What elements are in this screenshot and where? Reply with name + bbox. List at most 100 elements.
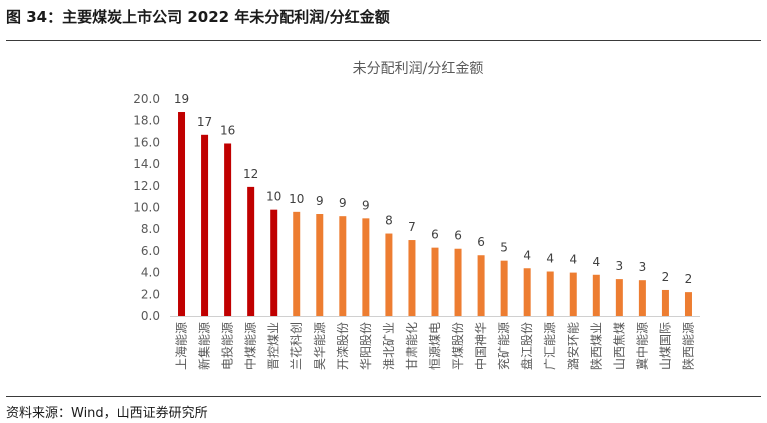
x-tick-label: 兰花科创 xyxy=(289,322,304,370)
data-label: 10 xyxy=(289,192,304,206)
svg-text:陕西能源: 陕西能源 xyxy=(680,322,695,370)
bar xyxy=(477,255,485,316)
data-label: 12 xyxy=(243,167,258,181)
bar xyxy=(178,112,186,317)
bar xyxy=(339,216,347,316)
y-tick-label: 4.0 xyxy=(141,266,160,280)
svg-text:中国神华: 中国神华 xyxy=(473,322,488,370)
svg-text:上海能源: 上海能源 xyxy=(174,322,189,370)
bar xyxy=(546,271,554,316)
svg-text:电投能源: 电投能源 xyxy=(220,322,235,370)
bar xyxy=(408,240,416,316)
x-tick-label: 昊华能源 xyxy=(313,322,327,370)
data-label: 16 xyxy=(220,123,235,137)
svg-text:平煤股份: 平煤股份 xyxy=(451,322,465,370)
data-label: 7 xyxy=(408,220,416,234)
svg-text:中煤能源: 中煤能源 xyxy=(243,322,258,370)
data-label: 4 xyxy=(523,248,531,262)
data-label: 2 xyxy=(662,270,670,284)
bar xyxy=(454,248,462,316)
figure-title: 图 34：主要煤炭上市公司 2022 年未分配利润/分红金额 xyxy=(6,8,390,26)
bars: 19 17 16 12 10 10 9 9 9 8 7 6 6 6 5 4 4 4 4 3 3 2 2 xyxy=(174,92,693,317)
bar xyxy=(684,292,692,316)
data-label: 3 xyxy=(616,259,624,273)
y-tick-label: 0.0 xyxy=(141,309,160,323)
svg-text:兰花科创: 兰花科创 xyxy=(289,322,304,370)
bar xyxy=(362,218,370,316)
x-tick-label: 盘江股份 xyxy=(519,322,534,370)
data-label: 17 xyxy=(197,115,212,129)
data-label: 4 xyxy=(546,252,554,266)
data-label: 3 xyxy=(639,260,647,274)
top-rule xyxy=(6,40,761,41)
bar xyxy=(270,209,278,316)
data-label: 6 xyxy=(477,235,485,249)
y-tick-label: 16.0 xyxy=(133,135,160,149)
x-tick-label: 甘肃能化 xyxy=(405,322,419,370)
x-tick-label: 山煤国际 xyxy=(658,322,672,370)
bar xyxy=(201,134,209,316)
svg-text:甘肃能化: 甘肃能化 xyxy=(405,322,419,370)
y-tick-label: 6.0 xyxy=(141,244,160,258)
x-tick-label: 广汇能源 xyxy=(543,322,557,370)
svg-text:恒源煤电: 恒源煤电 xyxy=(428,322,442,370)
data-label: 10 xyxy=(266,190,281,204)
svg-text:陕西煤业: 陕西煤业 xyxy=(588,322,603,370)
x-axis: 上海能源 新集能源 电投能源 中煤能源 晋控煤业 兰花科创 昊华能源 开滦股份 华阳股份 淮北矿业… xyxy=(170,316,700,370)
bar-chart: 未分配利润/分红金额 0.0 2.0 4.0 6.0 8.0 10.0 12.0 14.0 16… xyxy=(133,61,700,370)
bar xyxy=(224,143,232,316)
x-tick-label: 山西焦煤 xyxy=(612,322,626,370)
data-label: 2 xyxy=(685,272,693,286)
svg-text:广汇能源: 广汇能源 xyxy=(543,322,557,370)
bar xyxy=(385,233,393,316)
x-tick-label: 华阳股份 xyxy=(359,322,373,370)
data-label: 4 xyxy=(592,255,600,269)
y-tick-label: 10.0 xyxy=(133,201,160,215)
x-tick-label: 晋控煤业 xyxy=(267,322,281,370)
bar xyxy=(316,214,324,316)
y-axis: 0.0 2.0 4.0 6.0 8.0 10.0 12.0 14.0 16.0 18.0 20.0 xyxy=(133,92,160,323)
bar xyxy=(569,272,577,316)
x-tick-label: 平煤股份 xyxy=(451,322,465,370)
svg-text:潞安环能: 潞安环能 xyxy=(565,322,580,370)
x-tick-label: 上海能源 xyxy=(174,322,189,370)
svg-text:昊华能源: 昊华能源 xyxy=(313,322,327,370)
data-label: 6 xyxy=(454,229,462,243)
svg-text:淮北矿业: 淮北矿业 xyxy=(382,322,396,370)
data-label: 9 xyxy=(316,194,324,208)
x-tick-label: 潞安环能 xyxy=(565,322,580,370)
data-label: 4 xyxy=(569,253,577,267)
y-tick-label: 2.0 xyxy=(141,287,160,301)
bar xyxy=(592,274,600,316)
y-tick-label: 8.0 xyxy=(141,222,160,236)
bar xyxy=(293,211,301,316)
bar xyxy=(247,186,255,316)
bar xyxy=(523,268,531,316)
bar xyxy=(661,289,669,316)
chart-title: 未分配利润/分红金额 xyxy=(353,61,484,77)
svg-text:山西焦煤: 山西焦煤 xyxy=(612,322,626,370)
y-tick-label: 12.0 xyxy=(133,179,160,193)
data-label: 9 xyxy=(339,196,347,210)
data-label: 6 xyxy=(431,228,439,242)
bar xyxy=(615,279,623,316)
x-tick-label: 兖矿能源 xyxy=(496,322,511,370)
x-tick-label: 陕西能源 xyxy=(680,322,695,370)
x-tick-label: 开滦股份 xyxy=(335,322,350,370)
svg-text:华阳股份: 华阳股份 xyxy=(359,322,373,370)
x-tick-label: 淮北矿业 xyxy=(382,322,396,370)
x-tick-label: 恒源煤电 xyxy=(428,322,442,370)
y-tick-label: 14.0 xyxy=(133,157,160,171)
data-label: 8 xyxy=(385,214,393,228)
svg-text:兖矿能源: 兖矿能源 xyxy=(496,322,511,370)
svg-text:山煤国际: 山煤国际 xyxy=(658,322,672,370)
x-tick-label: 中煤能源 xyxy=(243,322,258,370)
x-tick-label: 陕西煤业 xyxy=(588,322,603,370)
svg-text:新集能源: 新集能源 xyxy=(197,322,212,370)
bar xyxy=(638,280,646,316)
svg-text:开滦股份: 开滦股份 xyxy=(335,322,350,370)
x-tick-label: 新集能源 xyxy=(197,322,212,370)
x-tick-label: 冀中能源 xyxy=(634,322,649,370)
svg-text:晋控煤业: 晋控煤业 xyxy=(267,322,281,370)
data-label: 19 xyxy=(174,92,189,106)
